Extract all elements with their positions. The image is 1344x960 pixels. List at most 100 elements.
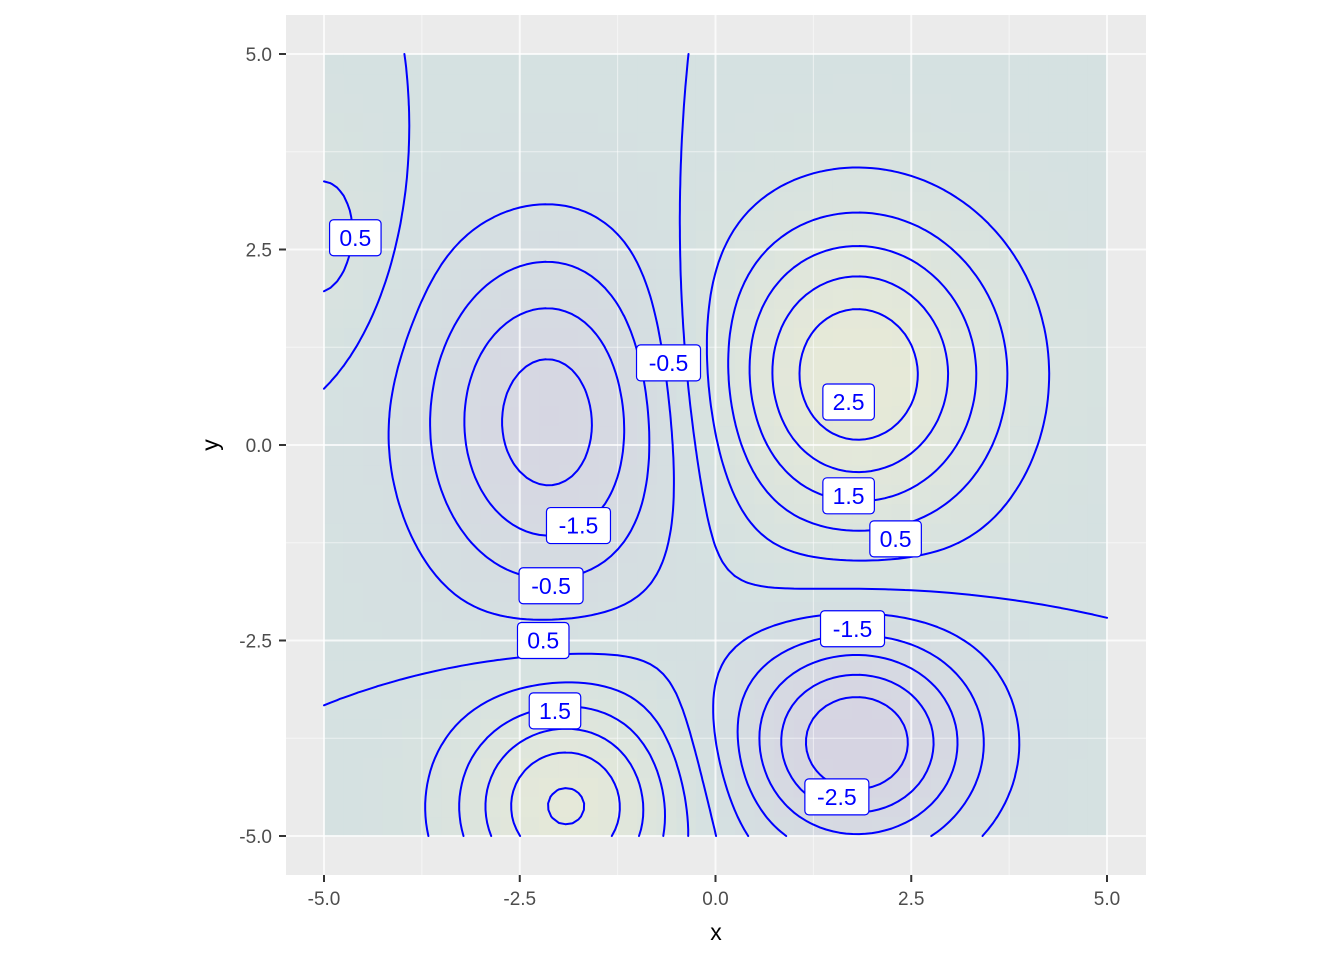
fill-cell	[461, 777, 482, 798]
fill-cell	[421, 620, 443, 642]
fill-cell	[637, 523, 658, 544]
fill-cell	[1028, 738, 1049, 759]
fill-cell	[461, 405, 482, 427]
fill-cell	[969, 542, 991, 563]
fill-cell	[1009, 679, 1030, 700]
fill-cell	[852, 679, 873, 700]
fill-cell	[1028, 132, 1049, 153]
fill-cell	[1048, 738, 1069, 759]
fill-cell	[872, 757, 893, 778]
fill-cell	[1067, 73, 1089, 94]
fill-cell	[832, 562, 854, 583]
fill-cell	[1009, 562, 1030, 583]
fill-cell	[1009, 308, 1030, 329]
fill-cell	[793, 347, 814, 368]
fill-cell	[735, 523, 756, 544]
fill-cell	[598, 132, 619, 153]
fill-cell	[813, 679, 834, 700]
fill-cell	[891, 366, 912, 387]
fill-cell	[578, 190, 599, 211]
fill-cell	[441, 249, 462, 270]
fill-cell	[813, 229, 834, 251]
fill-cell	[637, 445, 658, 466]
fill-cell	[774, 620, 795, 642]
fill-cell	[1028, 620, 1049, 642]
fill-cell	[852, 757, 873, 778]
fill-cell	[1087, 210, 1108, 231]
fill-cell	[421, 640, 443, 661]
fill-cell	[363, 660, 384, 681]
fill-cell	[676, 190, 697, 211]
fill-cell	[989, 699, 1010, 720]
fill-cell	[676, 620, 697, 642]
fill-cell	[617, 93, 638, 114]
fill-cell	[852, 73, 873, 94]
fill-cell	[558, 288, 580, 309]
fill-cell	[598, 386, 619, 407]
fill-cell	[1087, 601, 1108, 622]
fill-cell	[1087, 425, 1108, 446]
fill-cell	[461, 484, 482, 505]
fill-cell	[930, 54, 952, 75]
fill-cell	[872, 54, 893, 75]
fill-cell	[1067, 523, 1089, 544]
fill-cell	[617, 679, 638, 700]
fill-cell	[793, 738, 814, 759]
fill-cell	[1028, 112, 1049, 133]
fill-cell	[872, 660, 893, 681]
fill-cell	[324, 601, 345, 622]
fill-cell	[461, 327, 482, 348]
fill-cell	[969, 581, 991, 602]
fill-cell	[402, 581, 423, 602]
fill-cell	[617, 581, 638, 602]
fill-cell	[832, 93, 854, 114]
fill-cell	[872, 503, 893, 524]
fill-cell	[402, 249, 423, 270]
fill-cell	[911, 816, 932, 837]
fill-cell	[676, 816, 697, 837]
fill-cell	[832, 347, 854, 368]
fill-cell	[343, 796, 364, 818]
fill-cell	[950, 171, 971, 192]
contour-label-box	[545, 506, 612, 545]
contour-label: -0.5	[635, 344, 702, 382]
fill-cell	[1028, 718, 1049, 739]
fill-cell	[402, 112, 423, 133]
fill-cell	[421, 73, 443, 94]
fill-cell	[441, 445, 462, 466]
fill-cell	[558, 269, 580, 290]
x-tick-label: -5.0	[308, 889, 341, 910]
fill-cell	[969, 405, 991, 427]
fill-cell	[461, 229, 482, 251]
fill-cell	[324, 679, 345, 700]
fill-cell	[382, 308, 403, 329]
fill-cell	[500, 288, 521, 309]
y-axis-title: y	[197, 439, 223, 451]
fill-cell	[480, 660, 501, 681]
fill-cell	[1028, 93, 1049, 114]
fill-cell	[969, 210, 991, 231]
fill-cell	[695, 229, 717, 251]
contour-label: 0.5	[516, 621, 570, 660]
fill-cell	[1087, 581, 1108, 602]
fill-cell	[1009, 757, 1030, 778]
fill-cell	[1028, 54, 1049, 75]
fill-cell	[930, 210, 952, 231]
fill-cell	[715, 308, 736, 329]
fill-cell	[382, 718, 403, 739]
fill-cell	[617, 229, 638, 251]
fill-cell	[1087, 542, 1108, 563]
fill-cell	[872, 112, 893, 133]
fill-cell	[578, 171, 599, 192]
fill-cell	[735, 347, 756, 368]
fill-cell	[793, 54, 814, 75]
fill-cell	[617, 366, 638, 387]
fill-cell	[676, 718, 697, 739]
fill-cell	[852, 581, 873, 602]
fill-cell	[832, 112, 854, 133]
fill-cell	[343, 425, 364, 446]
fill-cell	[852, 816, 873, 837]
fill-cell	[695, 484, 717, 505]
fill-cell	[402, 816, 423, 837]
fill-cell	[715, 503, 736, 524]
